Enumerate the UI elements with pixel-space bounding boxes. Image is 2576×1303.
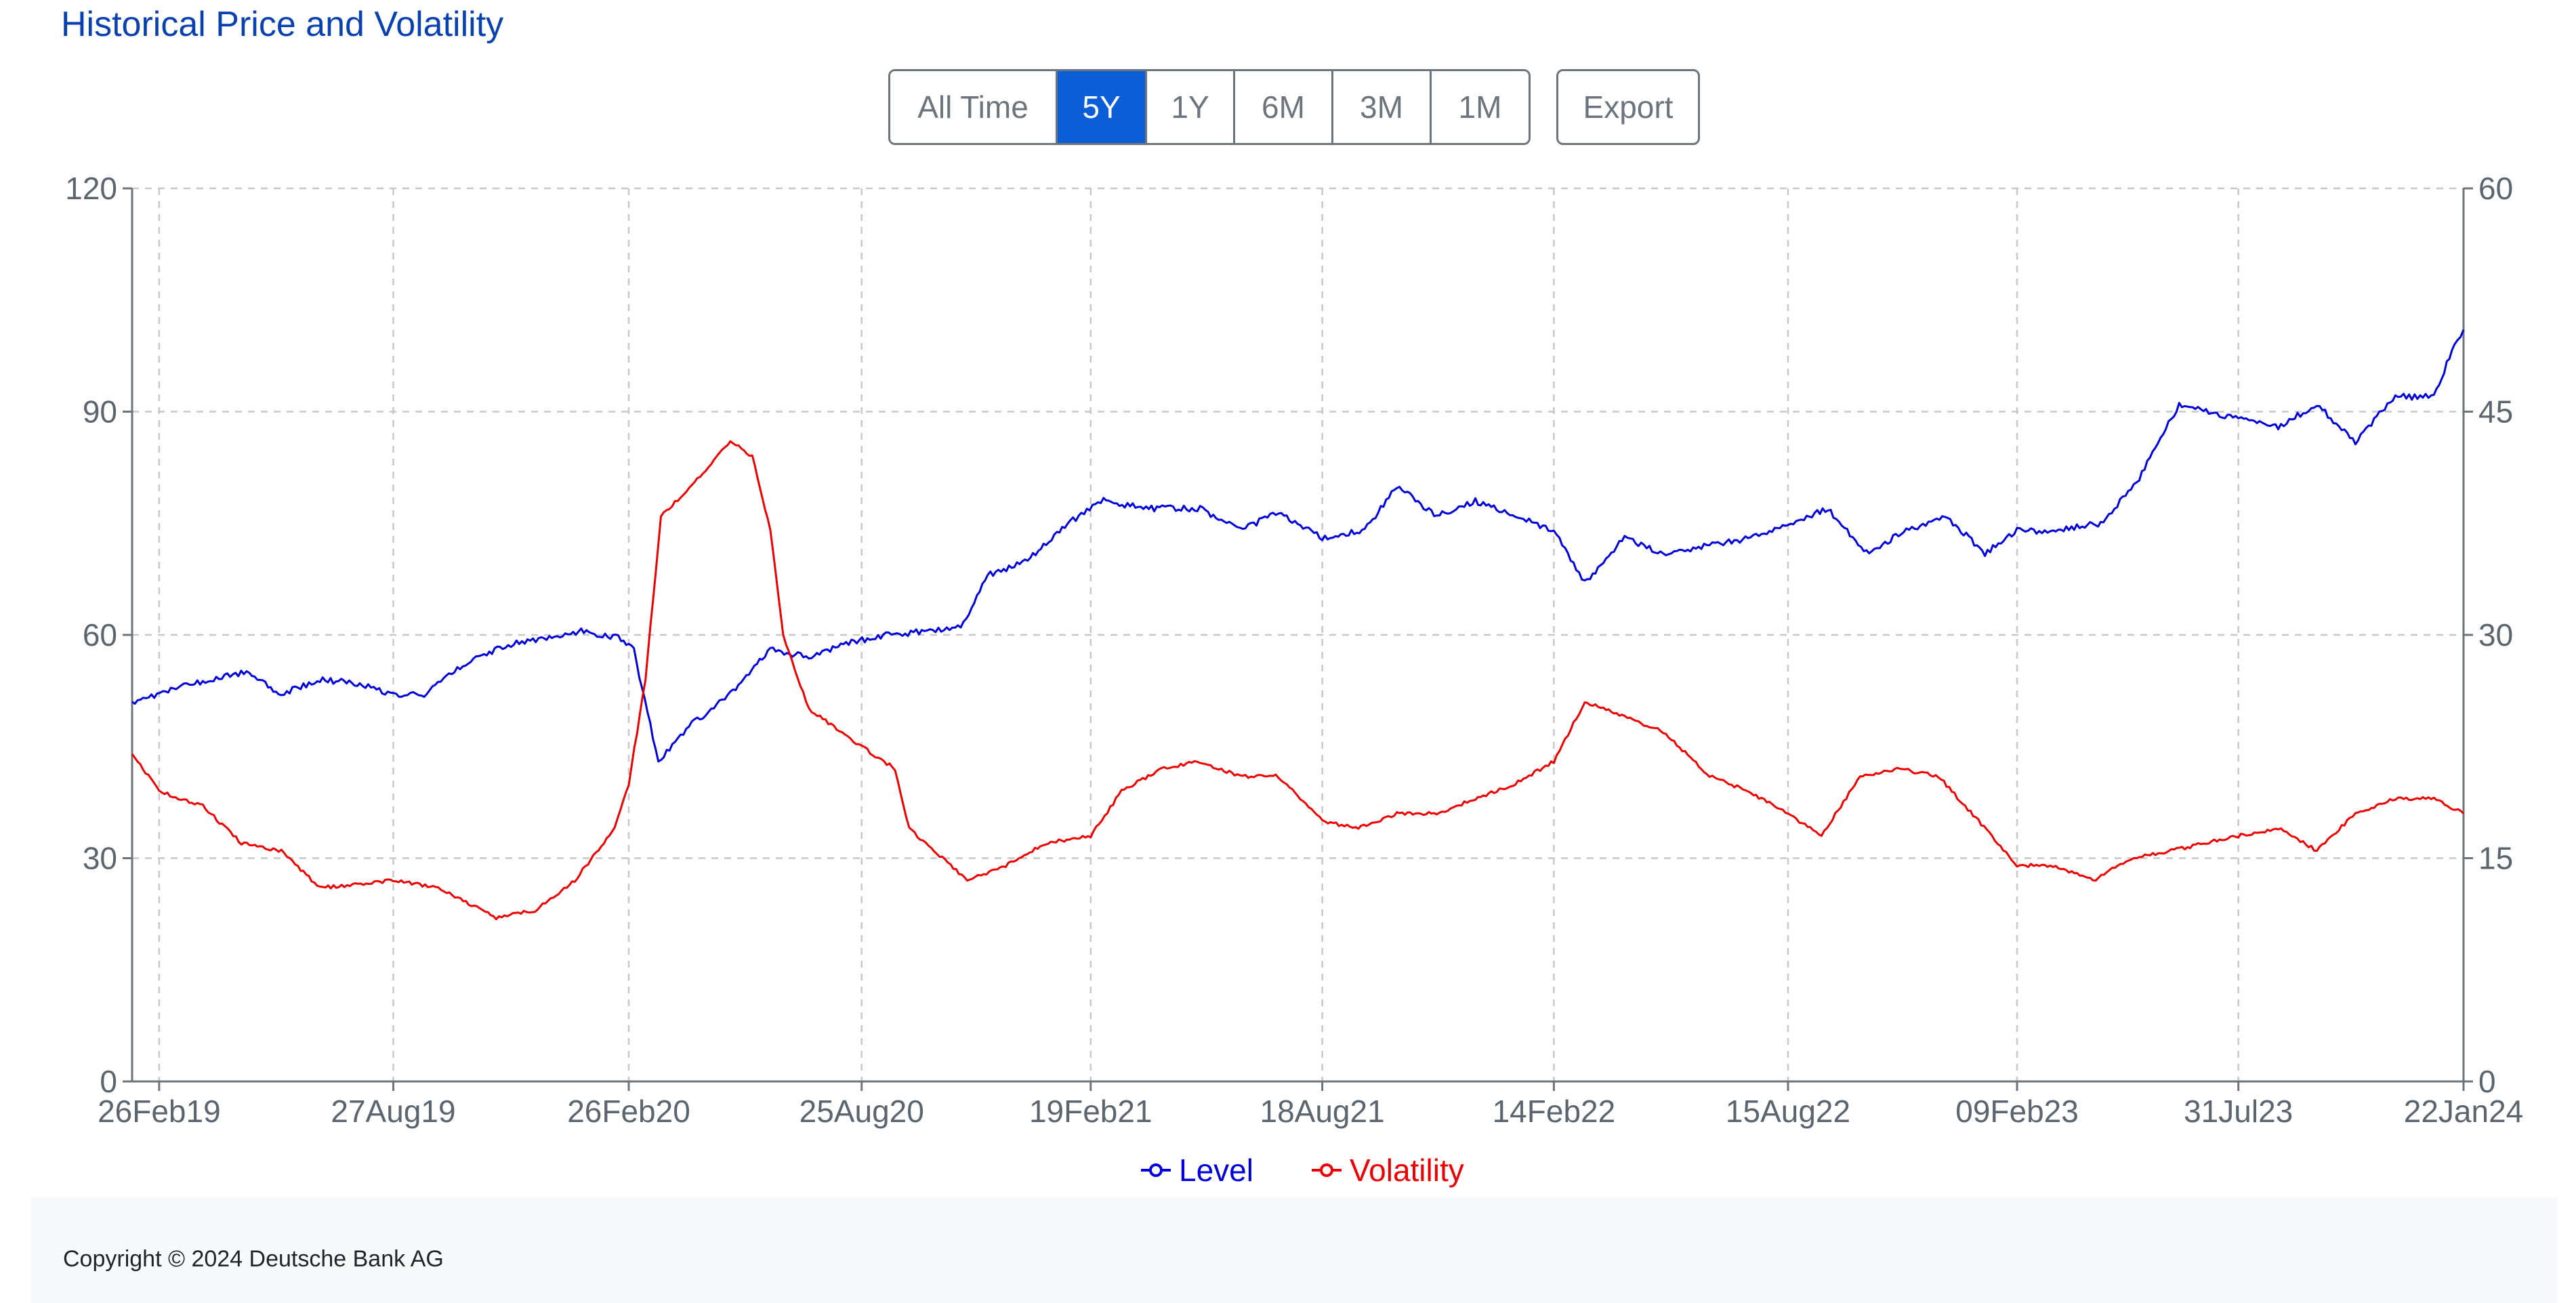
y-right-tick-label: 60 xyxy=(2478,171,2513,206)
export-button[interactable]: Export xyxy=(1556,69,1700,145)
price-volatility-chart: 0 0 30 15 60 30 90 45 120 60 26Feb19 27Aug19 26Feb20… xyxy=(65,171,2523,1188)
x-tick-label: 19Feb21 xyxy=(1029,1094,1152,1129)
x-tick-label: 09Feb23 xyxy=(1955,1094,2079,1129)
y-left-tick-label: 120 xyxy=(65,171,117,206)
chart-legend: Level Volatility xyxy=(1141,1153,1464,1188)
footer: Copyright © 2024 Deutsche Bank AG xyxy=(30,1197,2558,1303)
x-tick-label: 15Aug22 xyxy=(1726,1094,1850,1129)
y-left-tick-label: 60 xyxy=(83,617,117,653)
range-5y-button[interactable]: 5Y xyxy=(1058,71,1147,143)
level-series-line xyxy=(131,329,2465,763)
legend-label: Level xyxy=(1179,1153,1253,1188)
y-right-tick-label: 45 xyxy=(2478,394,2513,430)
x-tick-label: 26Feb20 xyxy=(567,1094,690,1129)
range-1y-button[interactable]: 1Y xyxy=(1147,71,1235,143)
y-left-tick-label: 0 xyxy=(100,1064,117,1099)
x-tick-label: 14Feb22 xyxy=(1493,1094,1616,1129)
y-right-tick-label: 30 xyxy=(2478,617,2513,653)
legend-item-volatility[interactable]: Volatility xyxy=(1312,1153,1464,1188)
page-title: Historical Price and Volatility xyxy=(61,5,504,44)
y-right-tick-label: 15 xyxy=(2478,841,2513,876)
chart-series xyxy=(131,329,2465,921)
copyright-text: Copyright © 2024 Deutsche Bank AG xyxy=(63,1246,444,1272)
chart-gridlines xyxy=(132,187,2465,1081)
x-tick-label: 31Jul23 xyxy=(2184,1094,2293,1129)
legend-marker-icon xyxy=(1149,1163,1163,1177)
x-tick-label: 22Jan24 xyxy=(2404,1094,2524,1129)
x-tick-label: 26Feb19 xyxy=(98,1094,221,1129)
y-right-tick-label: 0 xyxy=(2478,1064,2496,1099)
range-1m-button[interactable]: 1M xyxy=(1432,71,1529,143)
x-tick-label: 18Aug21 xyxy=(1260,1094,1384,1129)
volatility-series-line xyxy=(131,440,2465,921)
x-tick-label: 27Aug19 xyxy=(331,1094,455,1129)
y-left-tick-label: 30 xyxy=(83,841,117,876)
legend-item-level[interactable]: Level xyxy=(1141,1153,1253,1188)
legend-label: Volatility xyxy=(1350,1153,1464,1188)
range-all-time-button[interactable]: All Time xyxy=(890,71,1058,143)
x-tick-label: 25Aug20 xyxy=(799,1094,924,1129)
legend-marker-icon xyxy=(1320,1163,1333,1177)
range-6m-button[interactable]: 6M xyxy=(1235,71,1333,143)
range-3m-button[interactable]: 3M xyxy=(1333,71,1432,143)
chart-axes: 0 0 30 15 60 30 90 45 120 60 26Feb19 27Aug19 26Feb20… xyxy=(65,171,2523,1129)
range-selector: All Time 5Y 1Y 6M 3M 1M xyxy=(888,69,1531,145)
y-left-tick-label: 90 xyxy=(83,394,117,430)
